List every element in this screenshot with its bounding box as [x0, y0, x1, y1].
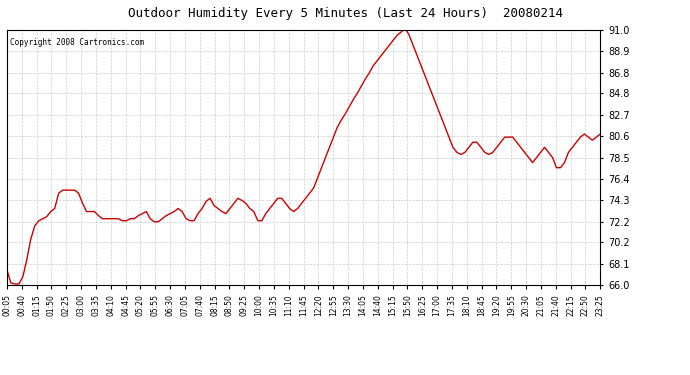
Text: Outdoor Humidity Every 5 Minutes (Last 24 Hours)  20080214: Outdoor Humidity Every 5 Minutes (Last 2…: [128, 8, 562, 21]
Text: Copyright 2008 Cartronics.com: Copyright 2008 Cartronics.com: [10, 38, 144, 46]
